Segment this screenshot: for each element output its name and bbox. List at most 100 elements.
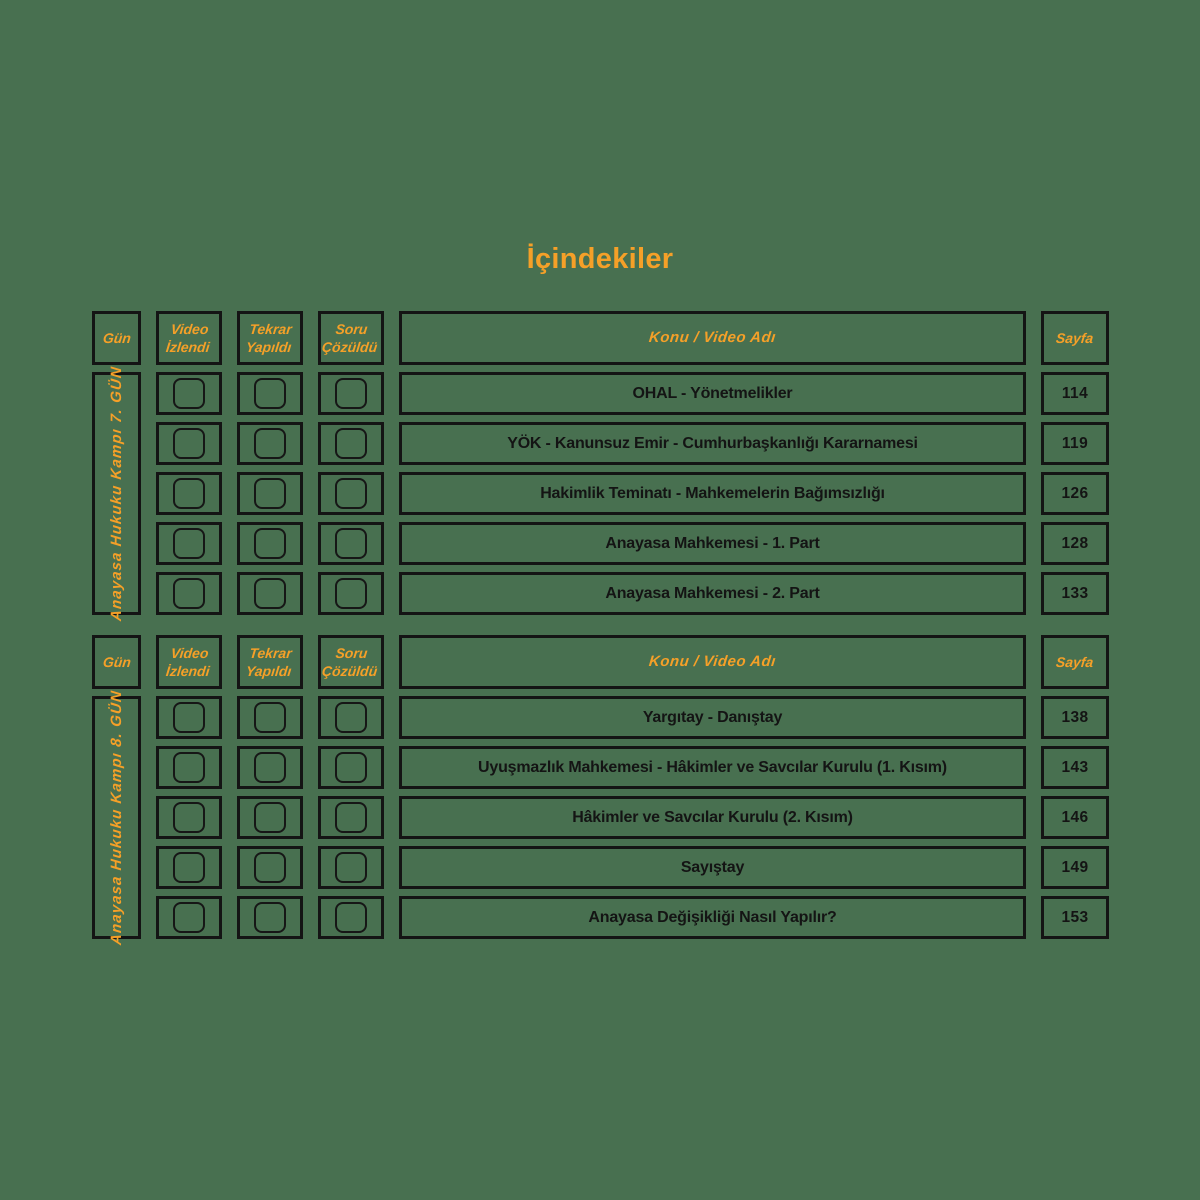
checkbox-questions-solved[interactable] [335, 378, 367, 409]
col-header-konu-video-adi-label: Konu / Video Adı [648, 653, 777, 671]
topic-label: YÖK - Kanunsuz Emir - Cumhurbaşkanlığı K… [507, 434, 918, 452]
col-header-soru-cozuldu: Soru Çözüldü [318, 635, 384, 689]
checkbox-video-watched[interactable] [173, 528, 205, 559]
checkbox-cell-tekrar [237, 522, 303, 565]
checkbox-review-done[interactable] [254, 802, 286, 833]
topic-cell: Sayıştay [399, 846, 1026, 889]
checkbox-cell-tekrar [237, 572, 303, 615]
checkbox-questions-solved[interactable] [335, 752, 367, 783]
col-header-konu-video-adi-label: Konu / Video Adı [648, 329, 777, 347]
checkbox-review-done[interactable] [254, 702, 286, 733]
checkbox-video-watched[interactable] [173, 902, 205, 933]
day-label-cell-day7: Anayasa Hukuku Kampı 7. GÜN [92, 365, 141, 622]
checkbox-video-watched[interactable] [173, 752, 205, 783]
page-number-cell: 126 [1041, 472, 1109, 515]
checkbox-cell-tekrar [237, 372, 303, 415]
topic-cell: Hâkimler ve Savcılar Kurulu (2. Kısım) [399, 796, 1026, 839]
checkbox-questions-solved[interactable] [335, 478, 367, 509]
checkbox-video-watched[interactable] [173, 578, 205, 609]
checkbox-cell-soru [318, 696, 384, 739]
checkbox-cell-tekrar [237, 746, 303, 789]
checkbox-video-watched[interactable] [173, 802, 205, 833]
topic-cell: Uyuşmazlık Mahkemesi - Hâkimler ve Savcı… [399, 746, 1026, 789]
toc-table-day8: Gün Video İzlendi Tekrar Yapıldı Soru Çö… [92, 635, 1109, 946]
col-header-konu-video-adi: Konu / Video Adı [399, 635, 1026, 689]
checkbox-cell-video [156, 896, 222, 939]
col-header-gun: Gün [92, 635, 141, 689]
checkbox-cell-soru [318, 522, 384, 565]
topic-label: Anayasa Mahkemesi - 1. Part [605, 534, 820, 552]
topic-cell: Yargıtay - Danıştay [399, 696, 1026, 739]
page-number: 153 [1061, 908, 1089, 926]
topic-cell: Anayasa Mahkemesi - 1. Part [399, 522, 1026, 565]
checkbox-cell-soru [318, 796, 384, 839]
col-header-sayfa-label: Sayfa [1055, 653, 1095, 670]
topic-cell: OHAL - Yönetmelikler [399, 372, 1026, 415]
topic-label: Yargıtay - Danıştay [642, 708, 783, 726]
col-header-tekrar-yapildi: Tekrar Yapıldı [237, 311, 303, 365]
page-number-cell: 149 [1041, 846, 1109, 889]
col-header-video-izlendi: Video İzlendi [156, 635, 222, 689]
checkbox-cell-video [156, 696, 222, 739]
checkbox-video-watched[interactable] [173, 702, 205, 733]
checkbox-video-watched[interactable] [173, 378, 205, 409]
page-number: 143 [1061, 758, 1089, 776]
checkbox-review-done[interactable] [254, 478, 286, 509]
checkbox-cell-video [156, 746, 222, 789]
topic-label: Anayasa Mahkemesi - 2. Part [605, 584, 820, 602]
checkbox-questions-solved[interactable] [335, 428, 367, 459]
page-number-cell: 114 [1041, 372, 1109, 415]
page-number-cell: 153 [1041, 896, 1109, 939]
col-header-video-izlendi-label: Video İzlendi [165, 320, 211, 355]
checkbox-cell-soru [318, 472, 384, 515]
checkbox-review-done[interactable] [254, 378, 286, 409]
col-header-gun-label: Gün [101, 653, 132, 670]
page-number-cell: 143 [1041, 746, 1109, 789]
page-number-cell: 128 [1041, 522, 1109, 565]
page-number: 119 [1061, 434, 1089, 452]
checkbox-cell-tekrar [237, 696, 303, 739]
topic-cell: Hakimlik Teminatı - Mahkemelerin Bağımsı… [399, 472, 1026, 515]
col-header-tekrar-yapildi-label: Tekrar Yapıldı [245, 644, 293, 679]
checkbox-review-done[interactable] [254, 528, 286, 559]
checkbox-review-done[interactable] [254, 578, 286, 609]
col-header-tekrar-yapildi-label: Tekrar Yapıldı [245, 320, 293, 355]
checkbox-video-watched[interactable] [173, 852, 205, 883]
page-number: 128 [1061, 534, 1089, 552]
page-title: İçindekiler [526, 243, 674, 275]
checkbox-review-done[interactable] [254, 428, 286, 459]
checkbox-cell-tekrar [237, 846, 303, 889]
checkbox-questions-solved[interactable] [335, 578, 367, 609]
topic-label: OHAL - Yönetmelikler [632, 384, 793, 402]
checkbox-cell-soru [318, 372, 384, 415]
checkbox-video-watched[interactable] [173, 428, 205, 459]
checkbox-cell-soru [318, 572, 384, 615]
topic-label: Uyuşmazlık Mahkemesi - Hâkimler ve Savcı… [478, 758, 947, 776]
col-header-soru-cozuldu: Soru Çözüldü [318, 311, 384, 365]
checkbox-review-done[interactable] [254, 852, 286, 883]
day-label-cell-day8: Anayasa Hukuku Kampı 8. GÜN [92, 689, 141, 946]
col-header-konu-video-adi: Konu / Video Adı [399, 311, 1026, 365]
checkbox-cell-video [156, 796, 222, 839]
checkbox-questions-solved[interactable] [335, 802, 367, 833]
page-number: 146 [1061, 808, 1089, 826]
checkbox-questions-solved[interactable] [335, 852, 367, 883]
checkbox-cell-video [156, 522, 222, 565]
topic-label: Sayıştay [680, 858, 745, 876]
checkbox-cell-video [156, 472, 222, 515]
checkbox-review-done[interactable] [254, 752, 286, 783]
checkbox-cell-video [156, 422, 222, 465]
col-header-gun: Gün [92, 311, 141, 365]
topic-cell: Anayasa Değişikliği Nasıl Yapılır? [399, 896, 1026, 939]
checkbox-questions-solved[interactable] [335, 902, 367, 933]
checkbox-video-watched[interactable] [173, 478, 205, 509]
checkbox-review-done[interactable] [254, 902, 286, 933]
checkbox-questions-solved[interactable] [335, 702, 367, 733]
col-header-gun-label: Gün [101, 329, 132, 346]
checkbox-cell-soru [318, 746, 384, 789]
topic-label: Hâkimler ve Savcılar Kurulu (2. Kısım) [572, 808, 853, 826]
checkbox-questions-solved[interactable] [335, 528, 367, 559]
topic-label: Hakimlik Teminatı - Mahkemelerin Bağımsı… [540, 484, 885, 502]
col-header-sayfa: Sayfa [1041, 635, 1109, 689]
page-number: 138 [1061, 708, 1089, 726]
